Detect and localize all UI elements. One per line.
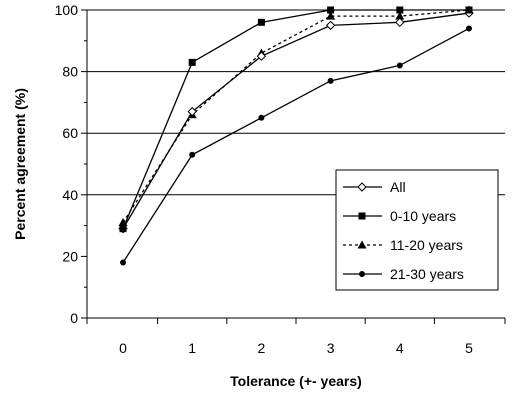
legend-label: 0-10 years <box>390 208 456 224</box>
data-point <box>256 51 267 61</box>
y-tick-label: 100 <box>55 2 79 18</box>
data-point <box>258 114 265 121</box>
x-tick-label: 0 <box>119 340 127 356</box>
data-point <box>257 18 265 26</box>
legend-item-all: All <box>343 179 406 195</box>
legend-label: All <box>390 179 406 195</box>
data-point <box>395 17 405 28</box>
x-tick-label: 4 <box>396 340 404 356</box>
legend-item-11-20-years: 11-20 years <box>343 237 463 253</box>
data-point <box>119 225 127 233</box>
legend-label: 11-20 years <box>390 237 463 253</box>
data-point <box>465 6 473 14</box>
series-21-30-years <box>120 25 472 266</box>
data-point <box>327 77 334 84</box>
data-point <box>466 25 472 32</box>
y-tick-label: 40 <box>62 187 78 203</box>
y-axis-title: Percent agreement (%) <box>12 88 28 240</box>
series-line <box>122 27 470 263</box>
legend-label: 21-30 years <box>390 266 464 282</box>
legend-item-21-30-years: 21-30 years <box>343 266 464 282</box>
data-point <box>396 62 403 69</box>
y-tick-label: 0 <box>70 310 78 326</box>
data-point <box>326 11 336 20</box>
series-0-10-years <box>119 6 473 233</box>
x-tick-label: 3 <box>327 340 335 356</box>
x-tick-label: 2 <box>258 340 266 356</box>
data-point <box>188 58 196 66</box>
y-tick-label: 80 <box>62 64 78 80</box>
data-point <box>327 6 335 14</box>
legend-marker <box>357 240 367 249</box>
data-point <box>395 11 405 20</box>
x-tick-label: 5 <box>465 340 473 356</box>
series-line <box>122 12 470 230</box>
data-point <box>325 20 336 31</box>
data-point <box>187 106 197 117</box>
legend-item-0-10-years: 0-10 years <box>343 208 456 224</box>
data-point <box>189 151 196 158</box>
y-ticks: 0 20 40 60 80 100 <box>55 2 87 326</box>
x-ticks: 0 1 2 3 4 5 <box>86 318 506 356</box>
series-group <box>118 5 474 266</box>
y-tick-label: 20 <box>62 248 78 264</box>
series-line <box>122 9 470 223</box>
data-point <box>396 6 404 14</box>
y-tick-label: 60 <box>62 125 78 141</box>
legend-marker <box>358 212 366 220</box>
legend-marker <box>357 182 367 192</box>
series-line <box>122 9 469 229</box>
x-axis-title: Tolerance (+- years) <box>230 373 362 389</box>
legend-marker <box>359 271 365 277</box>
data-point <box>120 259 126 266</box>
x-tick-label: 1 <box>188 340 196 356</box>
legend: All 0-10 years 11-20 years 21-30 years <box>335 169 499 291</box>
